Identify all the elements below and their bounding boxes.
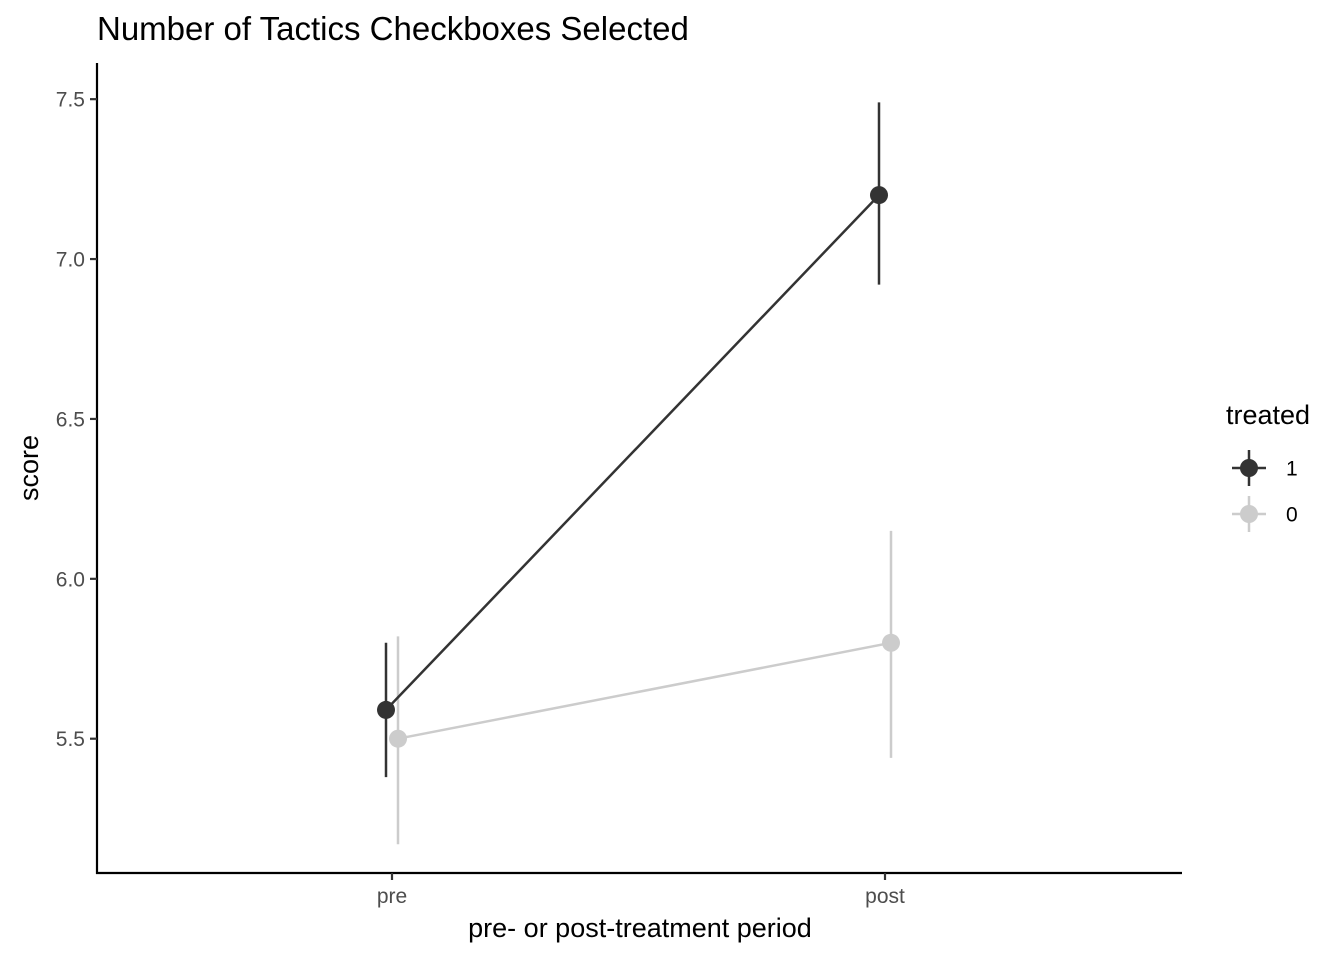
legend-item: 1 [1232,450,1298,486]
data-point [389,729,407,748]
chart-title: Number of Tactics Checkboxes Selected [97,10,689,47]
data-point [882,633,900,652]
legend-key-point [1240,505,1258,523]
series-line [397,641,892,740]
y-tick-label: 5.5 [56,728,85,751]
plot-area [377,102,900,845]
y-tick-label: 6.0 [56,568,85,591]
data-point [870,186,888,205]
x-axis-ticks: pre post [377,873,905,908]
series-1 [377,102,888,778]
legend-label: 0 [1286,504,1298,527]
y-tick-label: 7.0 [56,249,85,272]
data-point [377,700,395,719]
y-tick-label: 6.5 [56,408,85,431]
series-line [385,194,880,711]
legend-label: 1 [1286,458,1298,481]
legend-key-point [1240,459,1258,477]
x-axis-title: pre- or post-treatment period [468,913,812,943]
y-axis-ticks: 5.5 6.0 6.5 7.0 7.5 [56,89,97,751]
y-axis-title: score [14,435,44,501]
legend-title: treated [1226,400,1310,430]
legend: treated 1 0 [1226,400,1310,532]
x-tick-label: post [865,885,905,908]
y-tick-label: 7.5 [56,89,85,112]
x-tick-label: pre [377,885,407,908]
series-0 [389,530,900,845]
legend-item: 0 [1232,496,1298,532]
